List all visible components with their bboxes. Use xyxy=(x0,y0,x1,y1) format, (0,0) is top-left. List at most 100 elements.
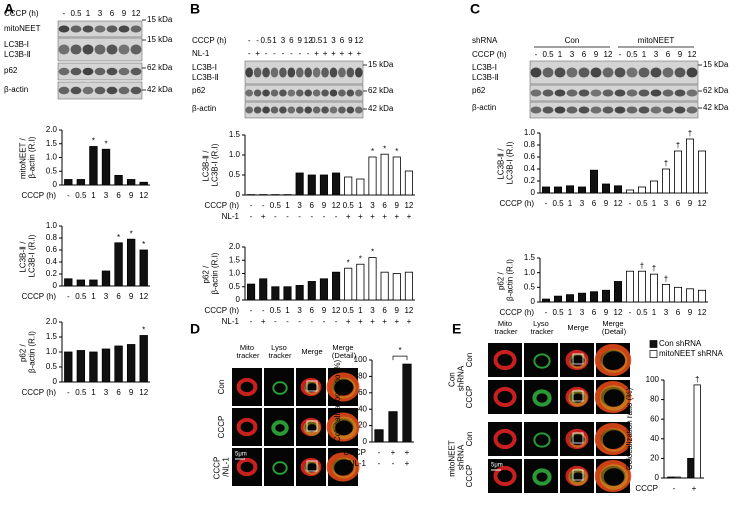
bar xyxy=(344,267,353,301)
blot-band xyxy=(662,89,674,97)
blot-band xyxy=(638,89,650,97)
x-tick-label: 3 xyxy=(297,201,302,210)
x-tick-label: 6 xyxy=(116,191,121,200)
micrograph xyxy=(560,380,594,414)
bar xyxy=(271,286,280,301)
y-tick-label: 2.0 xyxy=(46,317,58,326)
cell-signal xyxy=(236,417,258,437)
header-label: 9 xyxy=(348,36,353,45)
y-tick-label: 1.5 xyxy=(229,255,241,264)
y-axis-label: mitoNEET / β-actin (R.I) xyxy=(19,136,37,179)
row-label: CCCP xyxy=(465,465,474,488)
kda-label: 15 kDa xyxy=(147,35,173,44)
x-tick-label: 9 xyxy=(322,306,327,315)
bar xyxy=(368,257,377,301)
x-tick-label: 6 xyxy=(310,306,315,315)
x-row-name: NL-1 xyxy=(349,459,367,468)
x-tick-label: - xyxy=(67,191,70,200)
blot-band xyxy=(530,67,542,78)
y-tick-label: 1.0 xyxy=(46,153,58,162)
header-label: + xyxy=(348,49,353,58)
blot-band xyxy=(94,67,106,76)
significance: † xyxy=(664,275,668,284)
blot-band xyxy=(602,89,614,97)
bar xyxy=(590,169,599,194)
blot-band xyxy=(245,67,254,78)
bracket xyxy=(392,355,408,361)
x-tick-label: 9 xyxy=(129,191,134,200)
significance: * xyxy=(395,147,398,156)
blot-band xyxy=(279,106,287,114)
blot-band xyxy=(106,86,118,95)
bar xyxy=(368,156,377,196)
y-axis-label: p62 / β-actin (R.I) xyxy=(19,331,37,373)
x-tick-label: - xyxy=(392,459,395,468)
bar xyxy=(259,278,268,301)
header-name: NL-1 xyxy=(192,49,210,58)
blot-band xyxy=(70,67,82,76)
header-label: 3 xyxy=(331,36,336,45)
blot-band xyxy=(662,67,674,78)
y-tick-label: 1.5 xyxy=(46,332,58,341)
scale-label: 5μm xyxy=(235,452,247,458)
y-tick-label: 0 xyxy=(655,473,660,482)
x-tick-label: - xyxy=(286,212,289,221)
bar xyxy=(674,150,683,194)
legend-swatch xyxy=(649,350,658,358)
blot-band xyxy=(614,89,626,97)
group-label: Con xyxy=(565,36,580,45)
micrograph xyxy=(264,448,294,486)
cell-signal xyxy=(331,416,357,440)
y-tick-label: 0.4 xyxy=(524,164,536,173)
blot-band xyxy=(253,106,262,114)
bar xyxy=(114,174,123,186)
header-label: - xyxy=(248,36,251,45)
x-tick-label: 1 xyxy=(568,199,573,208)
x-tick-label: 6 xyxy=(310,201,315,210)
blot-band xyxy=(614,67,626,78)
bar xyxy=(698,289,707,303)
band-label: LC3B-Ⅱ xyxy=(4,50,31,59)
blot-band xyxy=(530,89,542,97)
bar xyxy=(307,174,316,196)
header-label: 6 xyxy=(582,50,587,59)
y-tick-label: 0.8 xyxy=(46,233,58,242)
blot-band xyxy=(58,44,70,55)
blot-strip xyxy=(529,101,699,119)
micrograph xyxy=(296,408,326,446)
significance: * xyxy=(130,229,133,238)
bar xyxy=(554,186,563,194)
blot-band xyxy=(295,106,304,114)
bar xyxy=(590,291,599,303)
y-tick-label: 2.0 xyxy=(229,242,241,251)
bar xyxy=(307,281,316,301)
x-row-name: CCCP (h) xyxy=(21,388,56,397)
column-header: Merge xyxy=(567,323,588,332)
y-tick-label: 1.5 xyxy=(524,253,536,262)
detail-box xyxy=(572,390,584,402)
cell-signal xyxy=(326,372,360,402)
x-tick-label: 3 xyxy=(580,199,585,208)
micrograph xyxy=(264,368,294,406)
cell-signal xyxy=(599,385,629,411)
legend-label: Con shRNA xyxy=(659,339,702,348)
x-tick-label: - xyxy=(629,199,632,208)
bar xyxy=(319,174,328,196)
y-tick-label: 40 xyxy=(650,434,659,443)
band-label: β-actin xyxy=(192,104,216,113)
y-tick-label: 0.8 xyxy=(524,140,536,149)
cell-signal xyxy=(304,381,320,395)
x-tick-label: 9 xyxy=(604,308,609,317)
blot-band xyxy=(321,67,329,78)
bar xyxy=(126,179,136,186)
x-tick-label: - xyxy=(310,212,313,221)
blot-band xyxy=(118,86,130,95)
x-tick-label: - xyxy=(629,308,632,317)
cell-signal xyxy=(599,464,629,490)
x-row-name: CCCP (h) xyxy=(21,292,56,301)
header-label: 3 xyxy=(98,9,103,18)
x-tick-label: 12 xyxy=(404,201,413,210)
y-tick-label: 1.5 xyxy=(46,139,58,148)
x-tick-label: 9 xyxy=(688,199,693,208)
blot-band xyxy=(554,67,566,78)
